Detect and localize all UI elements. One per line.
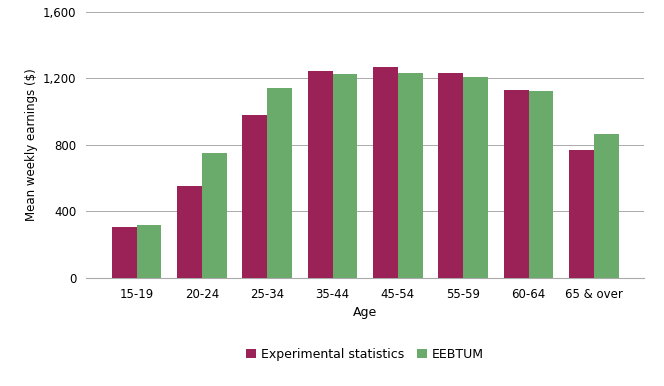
Bar	[463, 76, 488, 278]
Bar	[594, 134, 619, 278]
Bar	[438, 73, 463, 278]
Y-axis label: Mean weekly earnings ($): Mean weekly earnings ($)	[25, 68, 38, 221]
Bar	[398, 73, 423, 278]
Bar	[307, 71, 333, 278]
Bar	[177, 186, 202, 278]
Bar	[504, 90, 529, 278]
Bar	[202, 153, 226, 278]
Bar	[112, 227, 137, 278]
X-axis label: Age: Age	[353, 306, 377, 319]
Bar	[242, 115, 267, 278]
Bar	[529, 91, 553, 278]
Bar	[333, 74, 357, 278]
Bar	[569, 150, 594, 278]
Bar	[137, 225, 161, 278]
Bar	[373, 66, 398, 278]
Bar	[267, 88, 292, 278]
Legend: Experimental statistics, EEBTUM: Experimental statistics, EEBTUM	[241, 343, 489, 366]
